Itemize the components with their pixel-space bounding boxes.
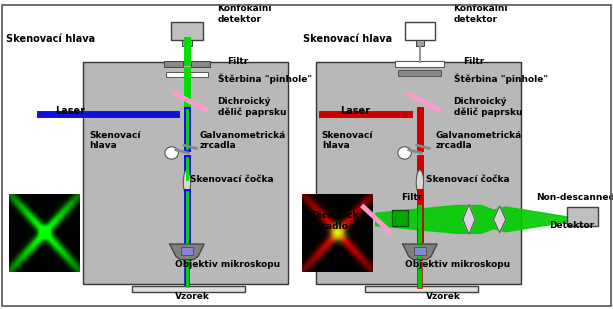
Bar xyxy=(395,61,444,67)
Bar xyxy=(191,61,210,67)
Polygon shape xyxy=(493,206,506,233)
Bar xyxy=(405,22,435,40)
Text: Objektiv mikroskopu: Objektiv mikroskopu xyxy=(175,260,280,269)
Polygon shape xyxy=(170,244,204,260)
Ellipse shape xyxy=(165,147,178,159)
Text: Vzorek: Vzorek xyxy=(426,292,461,301)
Text: Detektor: Detektor xyxy=(549,221,594,230)
Bar xyxy=(182,40,192,46)
Polygon shape xyxy=(403,244,437,260)
Bar xyxy=(416,40,424,46)
Bar xyxy=(83,62,288,284)
Text: Skenovací hlava: Skenovací hlava xyxy=(6,34,95,44)
Bar xyxy=(166,72,208,77)
Bar xyxy=(132,286,245,292)
Text: Dichroické
zrcadlo: Dichroické zrcadlo xyxy=(311,211,365,231)
Bar xyxy=(171,22,203,40)
Text: Skenovací hlava: Skenovací hlava xyxy=(303,34,392,44)
Bar xyxy=(316,62,521,284)
Polygon shape xyxy=(463,205,475,234)
Text: Dichroický
dělič paprsku: Dichroický dělič paprsku xyxy=(218,97,286,116)
Text: Štěrbina "pinhole": Štěrbina "pinhole" xyxy=(218,74,312,84)
Text: Skenovací
hlava: Skenovací hlava xyxy=(322,131,373,150)
Text: Galvanometrická
zrcadla: Galvanometrická zrcadla xyxy=(199,131,286,150)
Text: Galvanometrická
zrcadla: Galvanometrická zrcadla xyxy=(435,131,522,150)
Text: Objektiv mikroskopu: Objektiv mikroskopu xyxy=(405,260,509,269)
Bar xyxy=(164,61,183,67)
Text: Laser: Laser xyxy=(340,106,370,116)
Text: Dichroický
dělič paprsku: Dichroický dělič paprsku xyxy=(454,97,522,116)
Text: Skenovací
hlava: Skenovací hlava xyxy=(89,131,140,150)
Text: Filtr: Filtr xyxy=(227,57,248,66)
Text: Laser: Laser xyxy=(55,106,85,116)
Bar xyxy=(181,247,193,255)
Ellipse shape xyxy=(416,170,424,195)
Text: Skenovací čočka: Skenovací čočka xyxy=(190,175,273,184)
Text: Štěrbina "pinhole": Štěrbina "pinhole" xyxy=(454,74,548,84)
Bar xyxy=(567,207,598,226)
Bar xyxy=(398,70,441,76)
Text: Skenovací čočka: Skenovací čočka xyxy=(426,175,509,184)
Text: Filtr: Filtr xyxy=(402,193,423,202)
Text: Non-descanned: Non-descanned xyxy=(536,193,613,202)
Bar xyxy=(365,286,478,292)
Ellipse shape xyxy=(183,170,191,195)
Text: Konfokální
detektor: Konfokální detektor xyxy=(218,4,272,23)
Text: Konfokální
detektor: Konfokální detektor xyxy=(454,4,508,23)
Bar xyxy=(414,247,426,255)
Ellipse shape xyxy=(398,147,411,159)
Bar xyxy=(392,210,408,226)
Text: Vzorek: Vzorek xyxy=(175,292,210,301)
Polygon shape xyxy=(376,205,573,233)
Text: Filtr: Filtr xyxy=(463,57,484,66)
